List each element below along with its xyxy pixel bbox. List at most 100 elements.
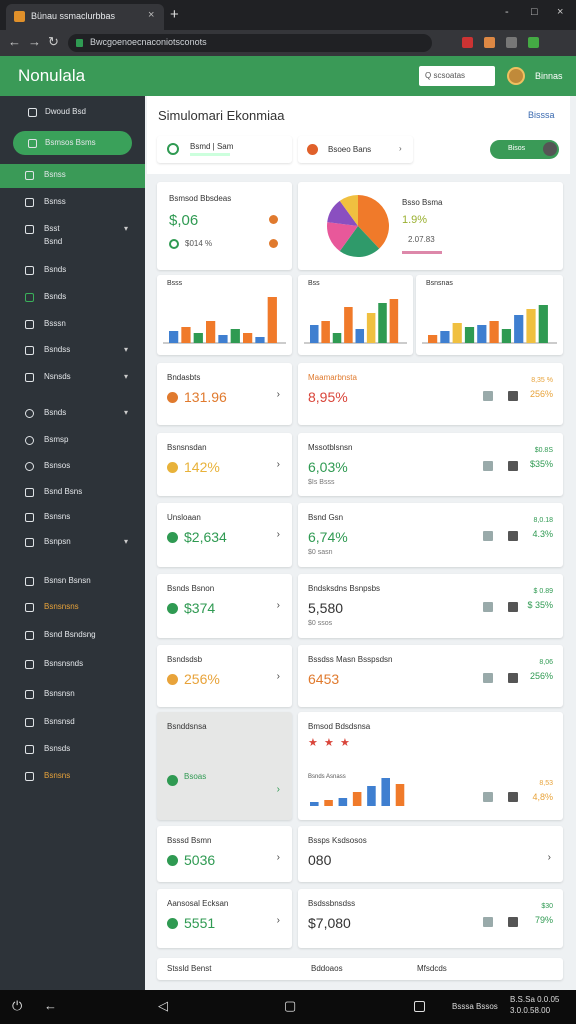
sidebar-icon bbox=[25, 320, 34, 329]
sidebar-label[interactable]: Bsnsds bbox=[44, 744, 71, 753]
sidebar-icon bbox=[25, 436, 34, 445]
sidebar-label[interactable]: Bsnsnsn bbox=[44, 689, 75, 698]
stat-card[interactable]: Bssdss Masn Bsspsdsn 6453 8,06 256% bbox=[298, 645, 563, 707]
value-icon bbox=[167, 674, 178, 685]
tab[interactable]: Bünau ssmaclurbbas × bbox=[6, 4, 164, 30]
sidebar-button[interactable] bbox=[13, 131, 132, 155]
toolbar-icon[interactable] bbox=[484, 37, 495, 48]
sidebar-label[interactable]: Bsnsn Bsnsn bbox=[44, 576, 91, 585]
summary-icon bbox=[169, 239, 179, 249]
sidebar-label[interactable]: Bsnsnsnds bbox=[44, 659, 84, 668]
taskbar-button[interactable]: ▢ bbox=[284, 998, 297, 1013]
filter-icon bbox=[307, 144, 318, 155]
stat-card[interactable]: Aansosal Ecksan 5551 › bbox=[157, 889, 292, 948]
sidebar-label[interactable]: Bsmsos Bsms bbox=[45, 138, 96, 147]
summary-title: Bsmsod Bbsdeas bbox=[169, 194, 232, 203]
taskbar-button[interactable]: ⏻ bbox=[12, 998, 23, 1013]
sidebar-label[interactable]: Bsnsos bbox=[44, 461, 71, 470]
summary-dot bbox=[269, 215, 278, 224]
card-title: Mssotblsnsn bbox=[308, 443, 353, 452]
side-text: $ 35% bbox=[527, 600, 553, 610]
taskbar bbox=[0, 990, 576, 1024]
new-tab[interactable]: + bbox=[170, 6, 179, 23]
side-text: $30 bbox=[541, 903, 553, 910]
filter-pill[interactable]: Bisos bbox=[490, 140, 559, 159]
toolbar-icon[interactable] bbox=[462, 37, 473, 48]
stat-card[interactable]: Bndasbts 131.96 › bbox=[157, 363, 292, 425]
taskbar-button[interactable]: ◁ bbox=[158, 998, 168, 1013]
window-control[interactable]: × bbox=[557, 6, 564, 18]
side-icon bbox=[483, 391, 493, 401]
card-title: Aansosal Ecksan bbox=[167, 899, 229, 908]
stat-card[interactable]: Unsloaan $2,634 › bbox=[157, 503, 292, 567]
stat-card[interactable]: Mssotblsnsn 6,03% $Is Bsss $0.8S $35% bbox=[298, 433, 563, 496]
sidebar-label[interactable]: Bsnpsn bbox=[44, 537, 71, 546]
sidebar-label[interactable]: Bsssn bbox=[44, 319, 66, 328]
side-icon bbox=[508, 602, 518, 612]
sidebar-label[interactable]: Bsndss bbox=[44, 345, 71, 354]
stat-card[interactable]: Bsnddsnsa Bsoas › bbox=[157, 712, 292, 820]
stat-card[interactable]: Bsdssbnsdss $7,080 $30 79% bbox=[298, 889, 563, 948]
sidebar-label[interactable]: Bsnds bbox=[44, 408, 67, 417]
sidebar-icon bbox=[25, 690, 34, 699]
sidebar-label[interactable]: Bsnsnsd bbox=[44, 717, 75, 726]
nav-button[interactable]: → bbox=[28, 34, 41, 49]
stat-card[interactable]: Bndsksdns Bsnpsbs 5,580 $0 ssos $ 0.89 $ 35% bbox=[298, 574, 563, 638]
nav-button[interactable]: ← bbox=[8, 34, 21, 49]
stat-card[interactable]: Maamarbnsta 8,95% 8,35 % 256% bbox=[298, 363, 563, 425]
sidebar-label[interactable]: Bsnsns bbox=[44, 512, 71, 521]
sidebar-label[interactable]: Nsnsds bbox=[44, 372, 71, 381]
nav-button[interactable]: ↻ bbox=[48, 34, 59, 49]
card-value: 131.96 bbox=[184, 389, 227, 405]
sidebar-label[interactable]: Bsnds bbox=[44, 265, 67, 274]
stat-card[interactable]: Bmsod Bdsdsnsa Bsnds Asnass ★ ★ ★ 8,53 4,8% bbox=[298, 712, 563, 820]
stat-card[interactable]: Bssps Ksdsosos 080 › bbox=[298, 826, 563, 882]
card-value: 5,580 bbox=[308, 600, 344, 616]
sidebar-label[interactable]: Bsnds bbox=[44, 292, 67, 301]
pie-legend bbox=[402, 251, 442, 254]
stat-card[interactable]: Bsnds Bsnon $374 › bbox=[157, 574, 292, 638]
url-box[interactable]: Bwcgoenoecnaconiotsconots bbox=[68, 34, 432, 52]
page-action[interactable]: Bisssa bbox=[528, 110, 555, 120]
avatar bbox=[507, 67, 525, 85]
sidebar-label[interactable]: Bsnsns bbox=[44, 771, 71, 780]
arrow: › bbox=[276, 671, 280, 682]
chevron: ▾ bbox=[124, 537, 129, 546]
sidebar-active[interactable] bbox=[0, 164, 145, 188]
bar bbox=[378, 303, 387, 343]
sidebar-icon bbox=[25, 603, 34, 612]
toolbar-icon[interactable] bbox=[506, 37, 517, 48]
sidebar-label[interactable]: Bsst Bsnd bbox=[44, 224, 63, 246]
card-sub: $0 sasn bbox=[308, 549, 333, 556]
window-control[interactable]: □ bbox=[531, 6, 538, 18]
window-control[interactable]: - bbox=[505, 6, 509, 18]
stat-card[interactable]: Bsnsnsdan 142% › bbox=[157, 433, 292, 496]
sidebar-label[interactable]: Bsnsnsns bbox=[44, 602, 79, 611]
filter[interactable]: Bsoeo Bans › bbox=[298, 136, 413, 163]
sidebar-label[interactable]: Bsmsp bbox=[44, 435, 69, 444]
card-title: Maamarbnsta bbox=[308, 373, 357, 382]
side-text: 8,0.18 bbox=[533, 517, 553, 524]
search-box[interactable]: Q scsoatas bbox=[419, 66, 495, 86]
sidebar-label[interactable]: Bsnss bbox=[44, 170, 66, 179]
stat-card[interactable]: Bsndsdsb 256% › bbox=[157, 645, 292, 707]
sidebar-icon bbox=[25, 373, 34, 382]
sidebar-label[interactable]: Bsnd Bsndsng bbox=[44, 630, 96, 639]
stat-card[interactable]: Bsssd Bsmn 5036 › bbox=[157, 826, 292, 882]
tab-close[interactable]: × bbox=[148, 9, 155, 21]
pill-avatar bbox=[543, 142, 557, 156]
value-icon bbox=[167, 918, 178, 929]
sidebar-label[interactable]: Bsnss bbox=[44, 197, 66, 206]
pie-slice bbox=[327, 222, 358, 252]
sidebar-label[interactable]: Bsnd Bsns bbox=[44, 487, 83, 496]
taskbar-button[interactable]: ← bbox=[44, 998, 57, 1013]
stat-card[interactable]: Bsnd Gsn 6,74% $0 sasn 8,0.18 4.3% bbox=[298, 503, 563, 567]
filter[interactable]: Bsmd | Sam bbox=[157, 136, 292, 163]
sidebar-icon bbox=[25, 513, 34, 522]
toolbar-icon[interactable] bbox=[528, 37, 539, 48]
search-text: Q scsoatas bbox=[425, 71, 466, 80]
sidebar-label[interactable]: Dwoud Bsd bbox=[45, 107, 86, 116]
side-icon bbox=[483, 461, 493, 471]
chevron: ▾ bbox=[124, 345, 129, 354]
value-icon bbox=[167, 855, 178, 866]
